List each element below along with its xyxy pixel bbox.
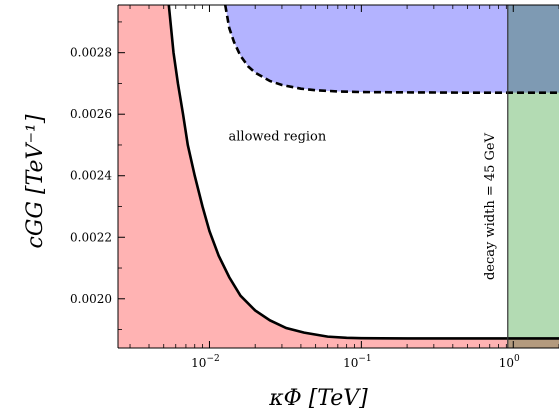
lower-boundary-line (167, 5, 559, 340)
y-tick-label: 0.0020 (70, 292, 112, 306)
y-tick-label: 0.0028 (70, 46, 112, 60)
allowed-region-label: allowed region (229, 129, 327, 144)
x-tick-label: 10−1 (343, 354, 372, 370)
x-tick-label: 10−2 (191, 354, 220, 370)
width-limit-label: decay width = 45 GeV (483, 132, 498, 280)
y-tick-label: 0.0022 (70, 230, 112, 244)
upper-boundary-line (223, 5, 559, 94)
lower-excluded-region (118, 5, 559, 348)
x-tick-label: 100 (499, 354, 520, 370)
y-tick-label: 0.0024 (70, 169, 112, 183)
axes-frame (117, 4, 559, 349)
width-excluded-region (507, 5, 559, 348)
tick-labels: 10−2 10−1 100 0.0020 0.0022 0.0024 0.0026 0.002… (70, 46, 520, 370)
y-tick-label: 0.0026 (70, 107, 112, 121)
upper-excluded-region (225, 5, 559, 93)
x-axis-label: κΦ [TeV] (268, 386, 368, 411)
plot-area: decay width = 45 GeV allowed region (118, 5, 559, 348)
y-axis-label: cGG [TeV⁻¹] (23, 114, 48, 248)
tick-marks (118, 5, 559, 348)
